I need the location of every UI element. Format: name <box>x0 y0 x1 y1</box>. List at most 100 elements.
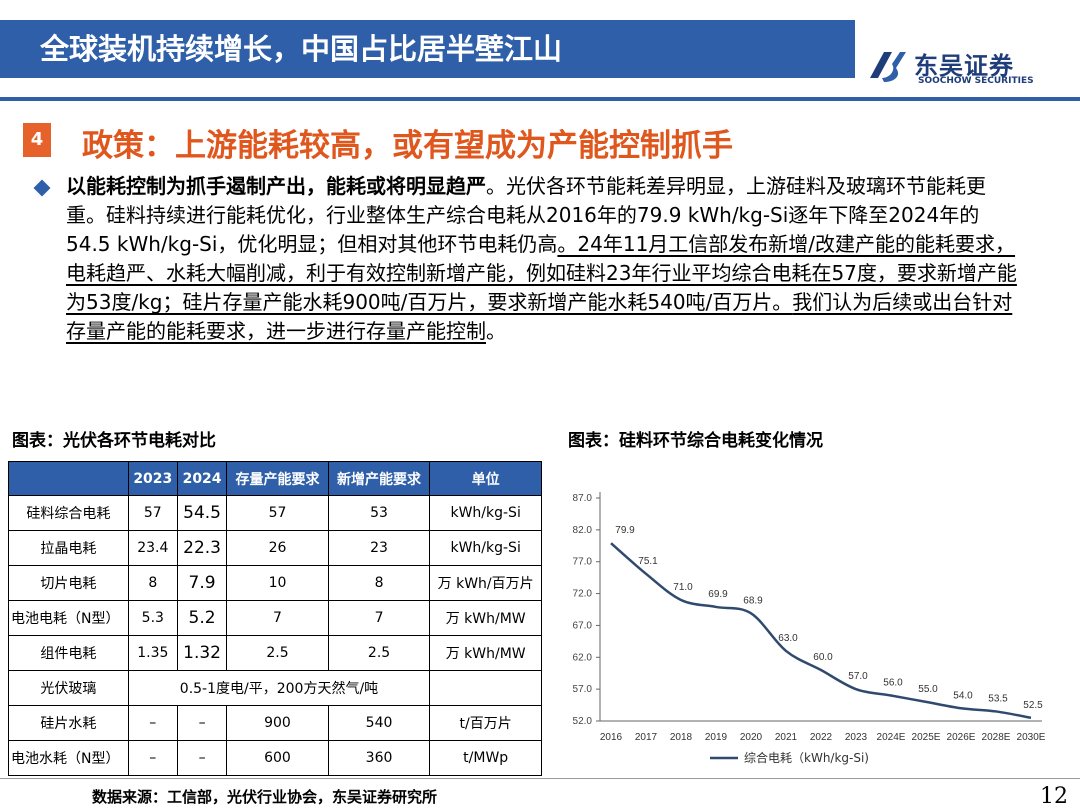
x-tick-label: 2023 <box>845 732 868 743</box>
body-paragraph: 以能耗控制为抓手遏制产出，能耗或将明显趋严。光伏各环节能耗差异明显，上游硅料及玻… <box>66 172 1018 346</box>
table-cell: t/MWp <box>429 740 542 776</box>
header-rule <box>0 97 1080 101</box>
table-row: 组件电耗 1.35 1.32 2.5 2.5 万 kWh/MW <box>8 635 542 671</box>
data-label: 71.0 <box>673 582 693 593</box>
table-cell: 组件电耗 <box>8 635 129 671</box>
table-cell: 2.5 <box>226 635 329 671</box>
y-tick-label: 57.0 <box>573 684 593 695</box>
y-tick-label: 77.0 <box>573 557 593 568</box>
x-tick-label: 2019 <box>705 732 728 743</box>
table-cell: 硅料综合电耗 <box>8 495 129 531</box>
table-cell: 万 kWh/百万片 <box>429 565 542 601</box>
data-label: 63.0 <box>778 633 798 644</box>
data-label: 69.9 <box>708 589 728 600</box>
table-cell: 万 kWh/MW <box>429 600 542 636</box>
table-cell: 54.5 <box>176 495 228 531</box>
x-tick-label: 2021 <box>775 732 798 743</box>
data-label: 55.0 <box>918 684 938 695</box>
logo-text-en: SOOCHOW SECURITIES <box>918 76 1034 86</box>
table-cell: 7 <box>226 600 329 636</box>
table-header-cell: 新增产能要求 <box>327 461 431 496</box>
paragraph-underlined-2: 我们认为后续或出台针对存量产能的能耗要求，进一步进行存量产能控制 <box>66 290 1013 343</box>
table-header-cell: 单位 <box>429 461 542 496</box>
data-label: 52.5 <box>1023 700 1043 711</box>
table-cell: 切片电耗 <box>8 565 129 601</box>
x-tick-label: 2020 <box>740 732 763 743</box>
table-cell: 1.35 <box>127 635 178 671</box>
table-cell: 电池水耗（N型） <box>8 740 129 776</box>
page-number: 12 <box>1040 784 1068 809</box>
table-row: 电池水耗（N型） – – 600 360 t/MWp <box>8 740 542 776</box>
table-header-row: 2023 2024 存量产能要求 新增产能要求 单位 <box>8 461 542 496</box>
data-label: 79.9 <box>615 525 635 536</box>
series-line <box>610 542 1032 720</box>
table-caption: 图表：光伏各环节电耗对比 <box>12 431 216 451</box>
table-cell: 0.5-1度电/平，200方天然气/吨 <box>127 670 431 706</box>
table-row: 切片电耗 8 7.9 10 8 万 kWh/百万片 <box>8 565 542 601</box>
table-cell: 600 <box>226 740 329 776</box>
soochow-logo-icon <box>870 52 906 82</box>
table-cell: 53 <box>327 495 431 531</box>
table-row: 光伏玻璃 0.5-1度电/平，200方天然气/吨 <box>8 670 542 706</box>
table-cell: 900 <box>226 705 329 741</box>
data-label: 68.9 <box>743 595 763 606</box>
data-label: 54.0 <box>953 690 973 701</box>
y-tick-label: 72.0 <box>573 589 593 600</box>
x-tick-label: 2030E <box>1017 732 1046 743</box>
x-tick-label: 2026E <box>947 732 976 743</box>
y-tick-label: 67.0 <box>573 620 593 631</box>
x-tick-label: 2024E <box>877 732 906 743</box>
table-header-cell <box>8 461 129 496</box>
brand-logo: 东吴证券 SOOCHOW SECURITIES <box>866 46 1056 90</box>
table-header-cell: 存量产能要求 <box>226 461 329 496</box>
x-tick-label: 2016 <box>600 732 623 743</box>
table-row: 电池电耗（N型） 5.3 5.2 7 7 万 kWh/MW <box>8 600 542 636</box>
paragraph-underlined: 。24年11月工信部发布新增/改建产能的能耗要求，电耗趋严、水耗大幅削减，利于有… <box>66 232 1017 314</box>
legend-label: 综合电耗（kWh/kg-Si) <box>744 750 869 765</box>
data-label: 75.1 <box>638 556 658 567</box>
table-cell: 23.4 <box>127 530 178 566</box>
table-header-cell: 2023 <box>127 461 178 496</box>
table-cell: 1.32 <box>176 635 228 671</box>
data-source: 数据来源：工信部，光伏行业协会，东吴证券研究所 <box>92 788 438 806</box>
x-tick-label: 2022 <box>810 732 833 743</box>
energy-table: 2023 2024 存量产能要求 新增产能要求 单位 硅料综合电耗 57 54.… <box>8 461 542 776</box>
table-cell: 硅片水耗 <box>8 705 129 741</box>
table-cell: 5.3 <box>127 600 178 636</box>
table-cell: 万 kWh/MW <box>429 635 542 671</box>
table-cell: – <box>127 705 178 741</box>
data-label: 53.5 <box>988 693 1008 704</box>
logo-text-cn: 东吴证券 <box>914 52 1014 80</box>
table-row: 硅料综合电耗 57 54.5 57 53 kWh/kg-Si <box>8 495 542 531</box>
x-tick-label: 2017 <box>635 732 658 743</box>
table-cell: 8 <box>127 565 178 601</box>
table-cell: 电池电耗（N型） <box>8 600 129 636</box>
table-cell: 7.9 <box>176 565 228 601</box>
table-cell: 57 <box>127 495 178 531</box>
table-cell: kWh/kg-Si <box>429 530 542 566</box>
footer-rule <box>0 778 1080 779</box>
y-tick-label: 52.0 <box>573 716 593 727</box>
table-cell: – <box>176 740 228 776</box>
y-tick-label: 62.0 <box>573 652 593 663</box>
table-cell: 拉晶电耗 <box>8 530 129 566</box>
table-cell: – <box>176 705 228 741</box>
table-cell: 23 <box>327 530 431 566</box>
section-number-badge: 4 <box>23 123 51 157</box>
bullet-diamond-icon <box>33 179 51 197</box>
chart-caption: 图表：硅料环节综合电耗变化情况 <box>568 431 823 451</box>
table-cell: – <box>127 740 178 776</box>
power-consumption-chart: 87.0 82.0 77.0 72.0 67.0 62.0 57.0 52.0 2016 2017… <box>573 492 1046 765</box>
table-cell: kWh/kg-Si <box>429 495 542 531</box>
table-cell: 10 <box>226 565 329 601</box>
data-label: 57.0 <box>848 671 868 682</box>
data-label: 56.0 <box>883 678 903 689</box>
table-row: 硅片水耗 – – 900 540 t/百万片 <box>8 705 542 741</box>
table-cell: 5.2 <box>176 600 228 636</box>
table-cell: t/百万片 <box>429 705 542 741</box>
paragraph-lead: 以能耗控制为抓手遏制产出，能耗或将明显趋严 <box>66 174 486 198</box>
x-tick-label: 2025E <box>912 732 941 743</box>
x-tick-label: 2018 <box>670 732 693 743</box>
paragraph-tail: 。 <box>486 319 506 343</box>
data-label: 60.0 <box>813 652 833 663</box>
